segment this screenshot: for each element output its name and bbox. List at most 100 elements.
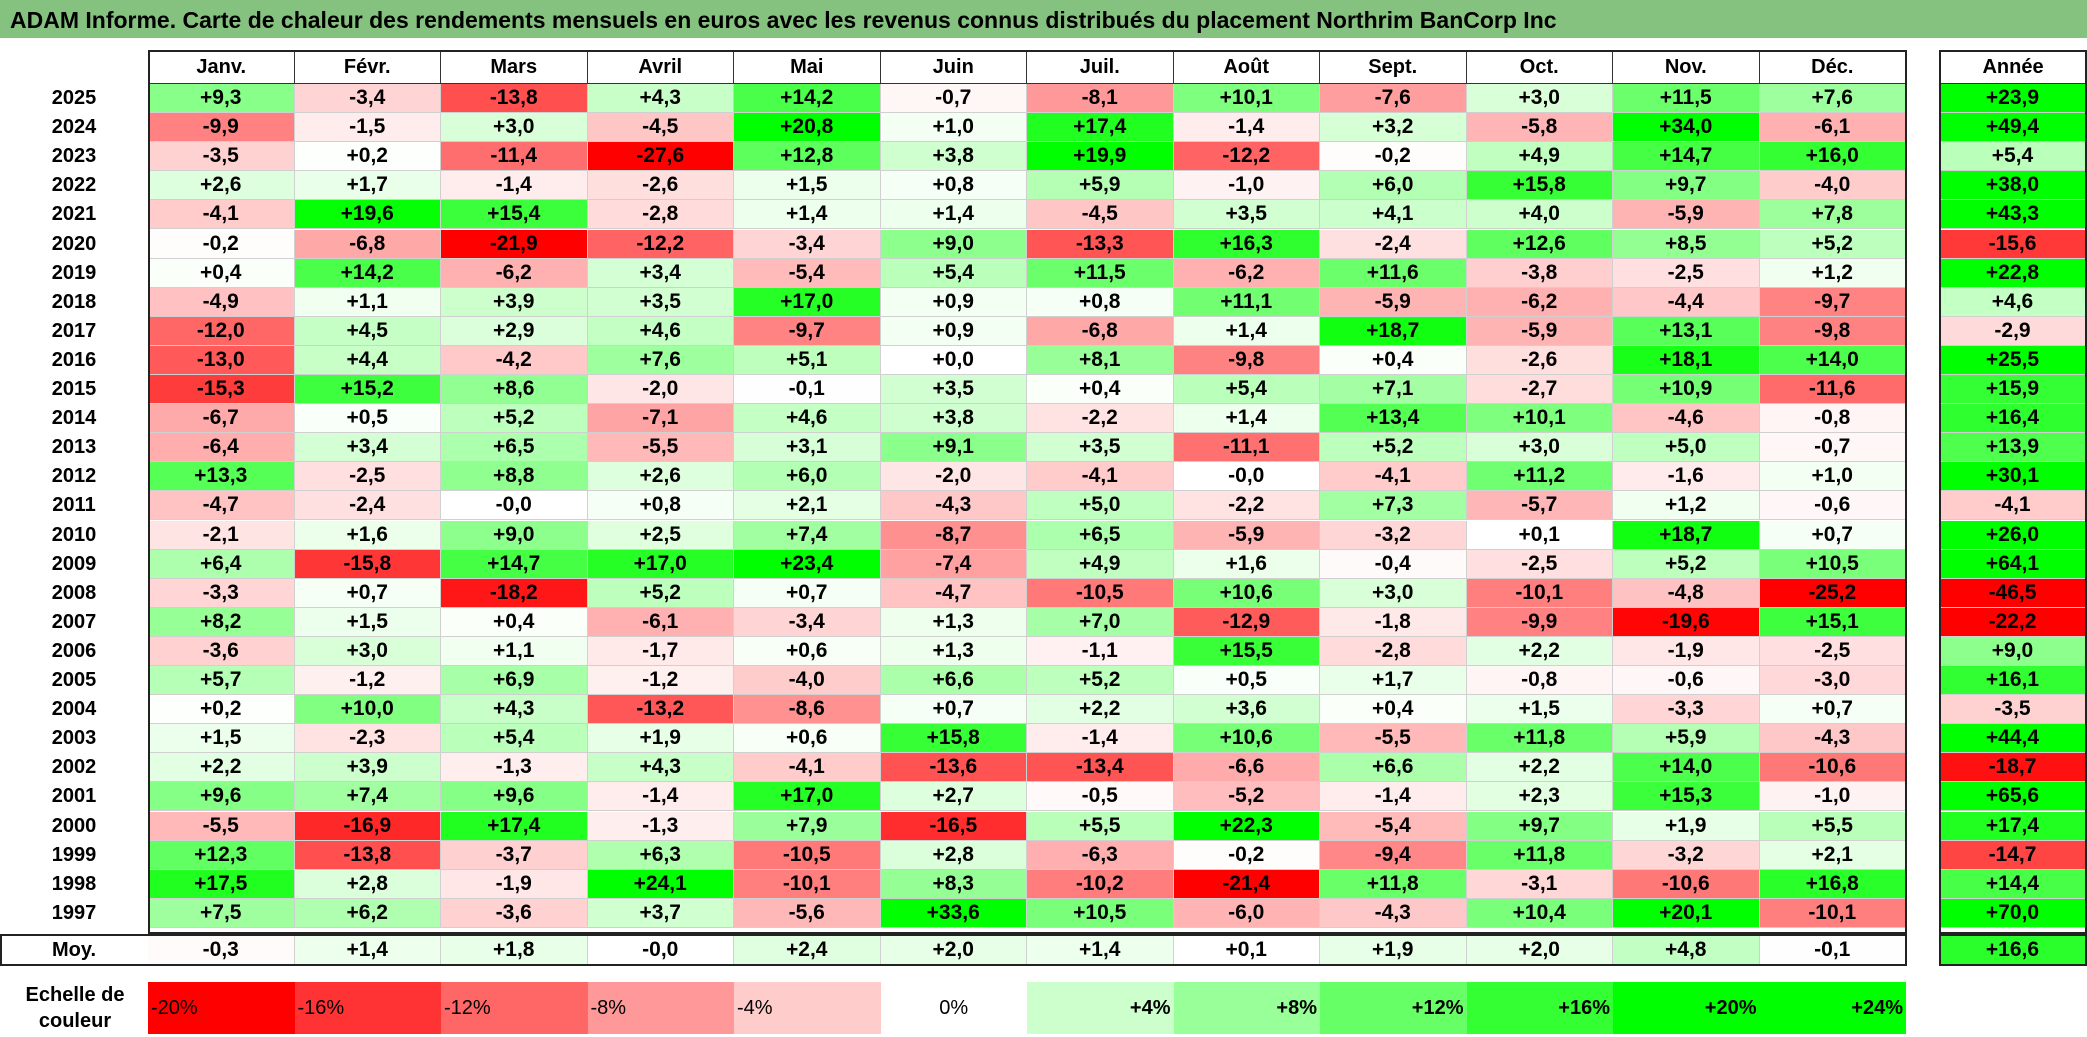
heatmap-cell: +16,3 <box>1173 229 1320 259</box>
heatmap-cell: -3,7 <box>441 840 588 870</box>
heatmap-cell: +0,9 <box>880 316 1027 346</box>
annual-cell: +64,1 <box>1939 549 2087 579</box>
heatmap-cell: +5,9 <box>1027 171 1174 201</box>
year-label: 2002 <box>51 756 97 779</box>
color-scale-swatch: -4% <box>734 982 881 1034</box>
year-label: 2014 <box>51 407 97 430</box>
heatmap-cell: -5,5 <box>148 811 295 841</box>
heatmap-cell: -4,5 <box>1027 200 1174 230</box>
heatmap-cell: +12,8 <box>734 142 881 172</box>
heatmap-cell: +3,0 <box>1466 84 1613 114</box>
heatmap-cell: -10,6 <box>1759 753 1906 783</box>
heatmap-cell: -0,4 <box>1320 549 1467 579</box>
average-cell: +1,8 <box>441 934 588 966</box>
color-scale-swatch: -20% <box>148 982 295 1034</box>
heatmap-cell: +0,4 <box>1027 375 1174 405</box>
heatmap-cell: -4,1 <box>734 753 881 783</box>
color-scale-swatch: +12% <box>1320 982 1467 1034</box>
heatmap-cell: -11,4 <box>441 142 588 172</box>
heatmap-cell: -3,0 <box>1759 666 1906 696</box>
heatmap-cell: -10,2 <box>1027 869 1174 899</box>
heatmap-cell: +17,5 <box>148 869 295 899</box>
heatmap-cell: +0,7 <box>880 695 1027 725</box>
heatmap-cell: -2,4 <box>294 491 441 521</box>
heatmap-cell: -6,4 <box>148 433 295 463</box>
year-label: 2004 <box>51 698 97 721</box>
heatmap-cell: -3,4 <box>734 607 881 637</box>
heatmap-cell: +15,4 <box>441 200 588 230</box>
heatmap-cell: +10,6 <box>1173 724 1320 754</box>
heatmap-cell: -5,4 <box>1320 811 1467 841</box>
annual-cell: +30,1 <box>1939 462 2087 492</box>
heatmap-cell: -2,0 <box>587 375 734 405</box>
heatmap-cell: +10,9 <box>1613 375 1760 405</box>
heatmap-cell: -4,8 <box>1613 578 1760 608</box>
color-scale-swatch: -16% <box>294 982 441 1034</box>
year-label: 2001 <box>51 785 97 808</box>
heatmap-cell: +11,5 <box>1027 258 1174 288</box>
heatmap-cell: +5,4 <box>441 724 588 754</box>
heatmap-cell: +6,0 <box>1320 171 1467 201</box>
heatmap-cell: +9,7 <box>1466 811 1613 841</box>
heatmap-cell: +1,7 <box>294 171 441 201</box>
heatmap-cell: +0,7 <box>294 578 441 608</box>
month-header: Juin <box>880 50 1027 84</box>
heatmap-cell: -7,1 <box>587 404 734 434</box>
heatmap-cell: +3,2 <box>1320 113 1467 143</box>
heatmap-cell: +0,8 <box>1027 287 1174 317</box>
heatmap-cell: +15,8 <box>1466 171 1613 201</box>
heatmap-cell: +9,0 <box>880 229 1027 259</box>
heatmap-cell: +2,8 <box>880 840 1027 870</box>
heatmap-cell: +2,8 <box>294 869 441 899</box>
heatmap-cell: +1,4 <box>1173 316 1320 346</box>
heatmap-cell: +18,1 <box>1613 345 1760 375</box>
heatmap-cell: +16,8 <box>1759 869 1906 899</box>
heatmap-cell: -25,2 <box>1759 578 1906 608</box>
heatmap-cell: -15,3 <box>148 375 295 405</box>
heatmap-cell: -21,9 <box>441 229 588 259</box>
annual-cell: +70,0 <box>1939 898 2087 928</box>
heatmap-cell: +20,1 <box>1613 898 1760 928</box>
heatmap-cell: -16,5 <box>880 811 1027 841</box>
heatmap-cell: +3,4 <box>294 433 441 463</box>
heatmap-cell: -6,8 <box>1027 316 1174 346</box>
heatmap-cell: +4,3 <box>441 695 588 725</box>
heatmap-cell: -5,5 <box>587 433 734 463</box>
heatmap-cell: +14,2 <box>294 258 441 288</box>
heatmap-cell: -1,7 <box>587 636 734 666</box>
heatmap-cell: +15,8 <box>880 724 1027 754</box>
heatmap-cell: -7,4 <box>880 549 1027 579</box>
heatmap-cell: +0,8 <box>587 491 734 521</box>
heatmap-cell: +17,0 <box>587 549 734 579</box>
heatmap-cell: -2,0 <box>880 462 1027 492</box>
heatmap-cell: -2,5 <box>1613 258 1760 288</box>
heatmap-cell: -3,5 <box>148 142 295 172</box>
average-cell: +2,0 <box>1466 934 1613 966</box>
year-label: 2005 <box>51 669 97 692</box>
heatmap-cell: +4,9 <box>1466 142 1613 172</box>
heatmap-cell: +1,3 <box>880 607 1027 637</box>
heatmap-cell: -1,0 <box>1759 782 1906 812</box>
heatmap-cell: +0,6 <box>734 636 881 666</box>
heatmap-cell: -1,3 <box>441 753 588 783</box>
heatmap-cell: -3,4 <box>734 229 881 259</box>
average-cell: +0,1 <box>1173 934 1320 966</box>
heatmap-cell: +2,2 <box>1466 753 1613 783</box>
heatmap-cell: -0,8 <box>1759 404 1906 434</box>
heatmap-cell: -4,7 <box>148 491 295 521</box>
heatmap-cell: +5,5 <box>1027 811 1174 841</box>
heatmap-cell: +2,6 <box>148 171 295 201</box>
heatmap-cell: +5,0 <box>1027 491 1174 521</box>
heatmap-cell: -1,2 <box>294 666 441 696</box>
heatmap-cell: -3,2 <box>1613 840 1760 870</box>
heatmap-cell: +3,5 <box>1027 433 1174 463</box>
month-header: Mars <box>441 50 588 84</box>
heatmap-cell: -5,6 <box>734 898 881 928</box>
heatmap-cell: +16,0 <box>1759 142 1906 172</box>
heatmap-cell: +22,3 <box>1173 811 1320 841</box>
heatmap-cell: +5,2 <box>1320 433 1467 463</box>
heatmap-cell: +19,6 <box>294 200 441 230</box>
heatmap-cell: +3,0 <box>294 636 441 666</box>
heatmap-cell: +1,1 <box>441 636 588 666</box>
heatmap-cell: +2,3 <box>1466 782 1613 812</box>
